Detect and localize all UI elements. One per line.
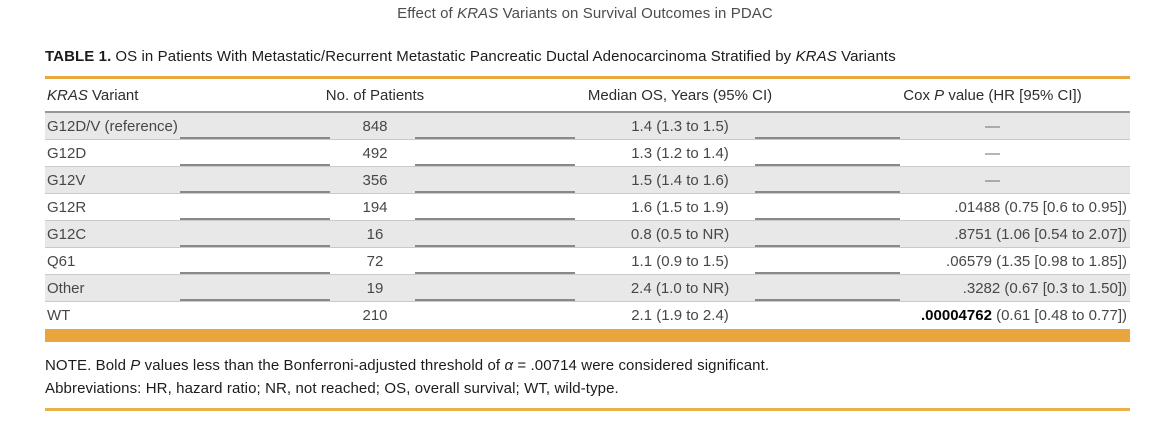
running-title-suffix: Variants on Survival Outcomes in PDAC	[498, 5, 773, 22]
cell-median-os: 2.4 (1.0 to NR)	[630, 279, 730, 297]
note-text: = .00714 were considered significant.	[513, 357, 770, 374]
table-row: G12R 194 1.6 (1.5 to 1.9) .01488 (0.75 […	[45, 194, 1130, 221]
cell-variant: Other	[47, 279, 85, 297]
significant-p-value: .00004762	[921, 307, 992, 324]
cell-variant: WT	[47, 307, 71, 324]
note-text: values less than the Bonferroni-adjusted…	[140, 357, 505, 374]
cell-variant: G12C	[47, 225, 87, 243]
table-footnotes: NOTE. Bold P values less than the Bonfer…	[45, 354, 1130, 400]
table-row: G12V 356 1.5 (1.4 to 1.6) —	[45, 167, 1130, 194]
table-row: G12D/V (reference) 848 1.4 (1.3 to 1.5) …	[45, 113, 1130, 140]
cell-cox-p: .3282 (0.67 [0.3 to 1.50])	[962, 279, 1127, 297]
cell-cox-p: —	[985, 117, 1000, 135]
cell-cox-hr: (0.61 [0.48 to 0.77])	[991, 307, 1127, 324]
abbreviations-line: Abbreviations: HR, hazard ratio; NR, not…	[45, 380, 619, 397]
running-title-gene: KRAS	[457, 5, 499, 22]
cell-cox-p: .00004762 (0.61 [0.48 to 0.77])	[855, 307, 1130, 324]
column-header-variant-rest: Variant	[87, 86, 139, 104]
note-text: NOTE. Bold	[45, 357, 131, 374]
cell-cox-p: .8751 (1.06 [0.54 to 2.07])	[954, 225, 1127, 243]
data-table: KRAS Variant No. of Patients Median OS, …	[45, 76, 1130, 342]
cell-median-os: 1.4 (1.3 to 1.5)	[631, 117, 729, 135]
cell-patients: 210	[362, 307, 388, 324]
table-row: Other 19 2.4 (1.0 to NR) .3282 (0.67 [0.…	[45, 275, 1130, 302]
cell-patients: 194	[362, 198, 388, 216]
cell-median-os: 1.3 (1.2 to 1.4)	[631, 144, 729, 162]
column-header-patients: No. of Patients	[325, 86, 425, 104]
cell-median-os: 2.1 (1.9 to 2.4)	[631, 307, 729, 324]
page-bottom-rule	[45, 408, 1130, 411]
cell-variant: G12D	[47, 144, 87, 162]
cell-patients: 16	[366, 225, 384, 243]
cell-variant: Q61	[47, 252, 76, 270]
table-caption-suffix: Variants	[836, 48, 896, 65]
column-header-variant: KRAS Variant	[45, 87, 245, 104]
cell-patients: 19	[366, 279, 384, 297]
cell-variant: G12V	[47, 171, 86, 189]
table-header-row: KRAS Variant No. of Patients Median OS, …	[45, 79, 1130, 113]
cell-patients: 72	[366, 252, 384, 270]
column-header-median-os: Median OS, Years (95% CI)	[587, 86, 773, 104]
table-top-rule	[45, 76, 1130, 79]
table-caption-gene: KRAS	[795, 48, 837, 65]
note-italic-p: P	[130, 357, 141, 374]
cell-median-os: 0.8 (0.5 to NR)	[630, 225, 730, 243]
table-caption: TABLE 1. OS in Patients With Metastatic/R…	[45, 48, 1130, 65]
cell-variant: G12D/V (reference)	[47, 117, 178, 135]
cell-patients: 492	[362, 144, 388, 162]
cell-cox-p: .01488 (0.75 [0.6 to 0.95])	[954, 198, 1127, 216]
column-header-cox-p: Cox P value (HR [95% CI])	[855, 87, 1130, 104]
table-row: WT 210 2.1 (1.9 to 2.4) .00004762 (0.61 …	[45, 302, 1130, 329]
running-title: Effect of KRAS Variants on Survival Outc…	[0, 5, 1170, 22]
table-row: G12D 492 1.3 (1.2 to 1.4) —	[45, 140, 1130, 167]
column-header-cox-prefix: Cox	[903, 86, 935, 104]
cell-median-os: 1.5 (1.4 to 1.6)	[631, 171, 729, 189]
table-bottom-gold-bar	[45, 329, 1130, 342]
table-row: Q61 72 1.1 (0.9 to 1.5) .06579 (1.35 [0.…	[45, 248, 1130, 275]
cell-variant: G12R	[47, 198, 87, 216]
cell-patients: 848	[362, 117, 388, 135]
cell-median-os: 1.1 (0.9 to 1.5)	[631, 252, 729, 270]
table-caption-label: TABLE 1.	[45, 48, 112, 65]
table-caption-text: OS in Patients With Metastatic/Recurrent…	[115, 48, 796, 65]
note-line: NOTE. Bold P values less than the Bonfer…	[45, 354, 1130, 377]
table-row: G12C 16 0.8 (0.5 to NR) .8751 (1.06 [0.5…	[45, 221, 1130, 248]
cell-cox-p: —	[985, 171, 1000, 189]
column-header-cox-italic-p: P	[934, 86, 945, 104]
cell-median-os: 1.6 (1.5 to 1.9)	[631, 198, 729, 216]
cell-cox-p: —	[985, 144, 1000, 162]
running-title-prefix: Effect of	[397, 5, 458, 22]
cell-patients: 356	[362, 171, 388, 189]
column-header-variant-gene: KRAS	[47, 86, 88, 104]
column-header-cox-suffix: value (HR [95% CI])	[944, 86, 1082, 104]
note-italic-alpha: α	[504, 357, 514, 374]
cell-cox-p: .06579 (1.35 [0.98 to 1.85])	[946, 252, 1127, 270]
